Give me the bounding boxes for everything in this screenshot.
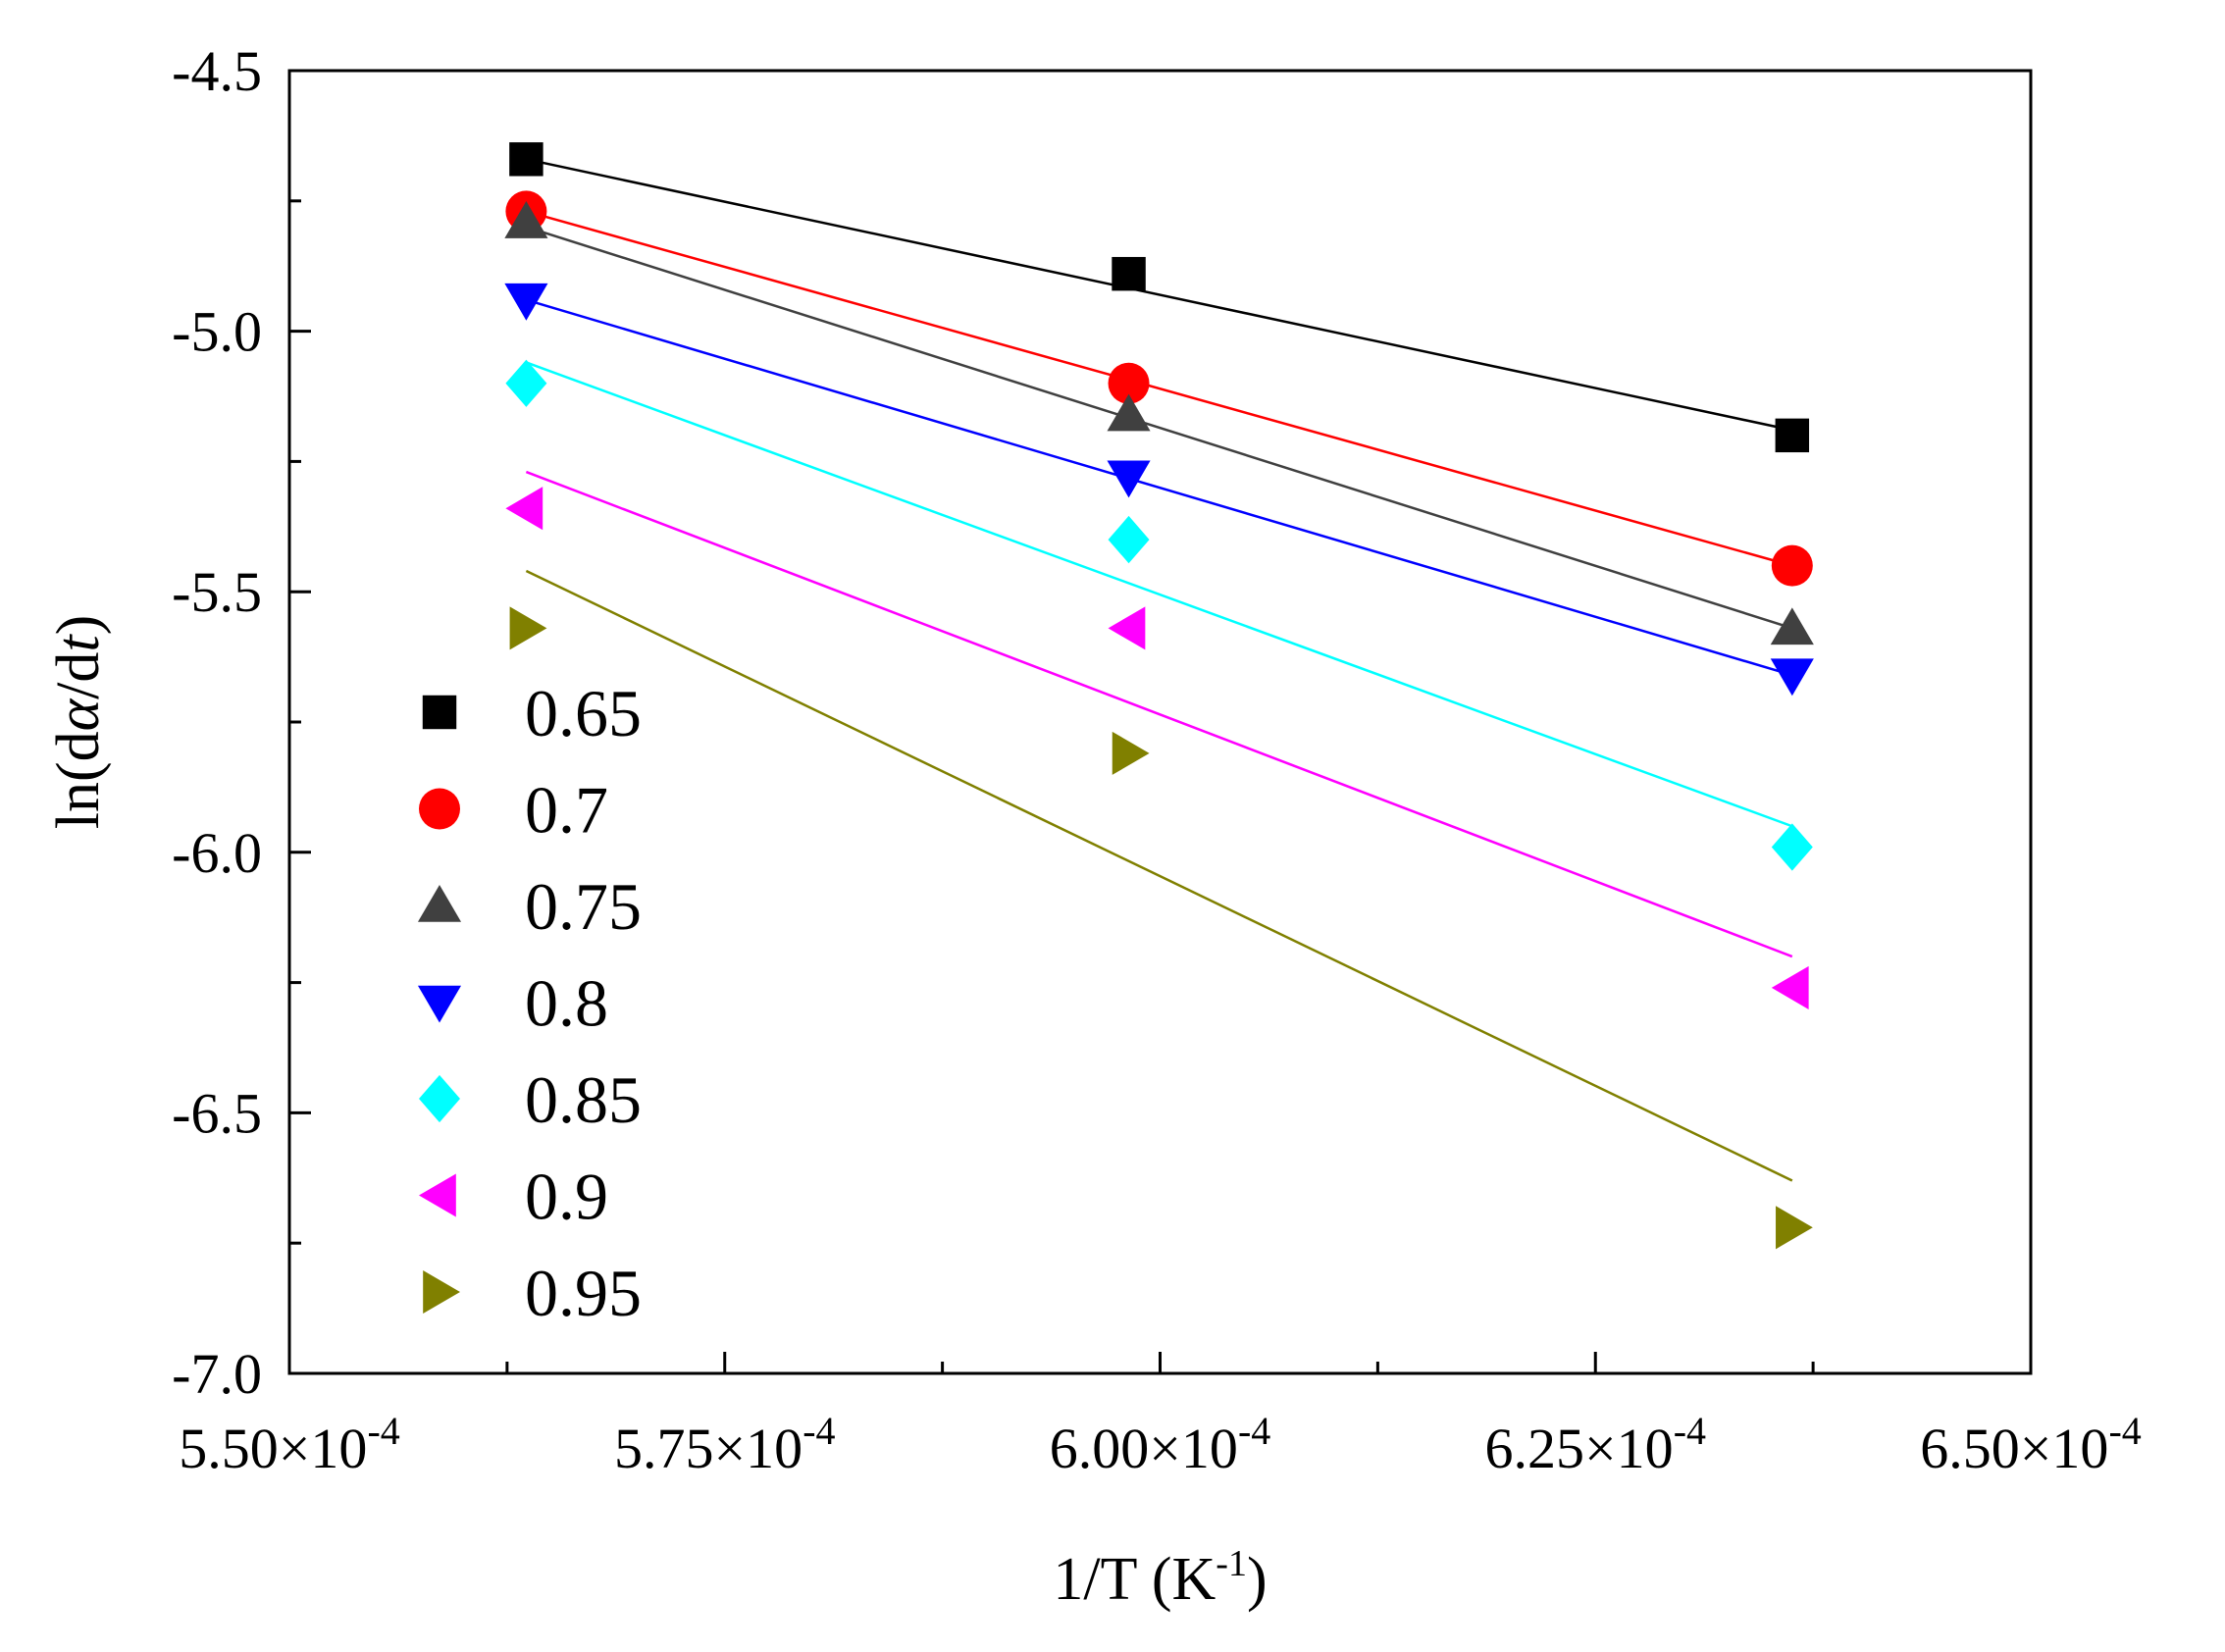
data-point-0.8 — [504, 283, 548, 321]
y-tick-label: -6.5 — [172, 1081, 262, 1145]
legend: 0.65 0.7 0.75 0.8 0.85 0.9 0.95 — [417, 676, 642, 1330]
fit-line-0.85 — [525, 361, 1793, 828]
y-tick-label: -7.0 — [172, 1342, 262, 1406]
legend-label: 0.75 — [525, 869, 642, 944]
data-point-0.9 — [1108, 606, 1146, 650]
data-point-0.75 — [504, 201, 548, 238]
legend-marker-0.75 — [417, 885, 462, 922]
y-tick-label: -6.0 — [172, 821, 262, 885]
data-point-0.85 — [505, 359, 547, 407]
fit-line-0.95 — [525, 569, 1793, 1182]
x-tick-label: 5.75×10-4 — [614, 1409, 836, 1480]
data-point-0.85 — [1771, 823, 1813, 871]
x-axis-title: 1/T (K-1) — [1053, 1543, 1267, 1613]
x-tick-label: 6.50×10-4 — [1920, 1409, 2142, 1480]
legend-label: 0.7 — [525, 773, 608, 848]
legend-marker-0.8 — [417, 985, 462, 1023]
legend-label: 0.8 — [525, 966, 608, 1041]
legend-marker-0.9 — [419, 1173, 456, 1217]
legend-marker-0.65 — [422, 695, 457, 730]
data-point-0.65 — [1112, 256, 1146, 291]
plot-frame — [287, 69, 2033, 1375]
data-point-0.75 — [1107, 393, 1151, 432]
x-tick-label: 6.25×10-4 — [1484, 1409, 1706, 1480]
fit-line-0.7 — [526, 210, 1793, 567]
fit-line-0.9 — [525, 470, 1793, 958]
y-tick-labels: -4.5 -5.0 -5.5 -6.0 -6.5 -7.0 — [172, 39, 262, 1406]
y-tick-label: -5.5 — [172, 560, 262, 624]
data-point-0.7 — [1108, 362, 1150, 404]
data-point-0.9 — [505, 487, 543, 531]
legend-marker-0.85 — [419, 1074, 460, 1123]
legend-marker-0.95 — [423, 1269, 460, 1315]
data-markers — [504, 142, 1814, 1250]
axis-ticks — [287, 69, 2033, 1375]
legend-label: 0.85 — [525, 1062, 642, 1137]
legend-label: 0.9 — [525, 1160, 608, 1234]
data-point-0.75 — [1770, 607, 1814, 645]
x-tick-labels: 5.50×10-4 5.75×10-4 6.00×10-4 6.25×10-4 6.50… — [179, 1409, 2142, 1480]
y-axis-title: ln(dα/dt) — [45, 615, 112, 830]
data-point-0.65 — [509, 142, 543, 177]
legend-label: 0.65 — [525, 676, 642, 750]
legend-marker-0.7 — [419, 788, 460, 830]
data-point-0.8 — [1107, 460, 1151, 498]
data-point-0.7 — [1771, 544, 1813, 587]
data-point-0.95 — [1776, 1206, 1813, 1250]
fit-line-0.8 — [526, 298, 1793, 677]
y-tick-label: -5.0 — [172, 300, 262, 364]
x-tick-label: 5.50×10-4 — [179, 1409, 400, 1480]
fit-lines — [525, 158, 1793, 1182]
legend-label: 0.95 — [525, 1256, 642, 1330]
data-point-0.65 — [1775, 418, 1810, 453]
data-point-0.8 — [1770, 658, 1814, 697]
data-point-0.95 — [1112, 731, 1150, 775]
y-tick-label: -4.5 — [172, 39, 262, 103]
data-point-0.9 — [1771, 965, 1809, 1009]
data-point-0.85 — [1108, 515, 1150, 564]
data-point-0.95 — [509, 606, 547, 650]
fit-line-0.65 — [526, 158, 1793, 432]
fit-line-0.75 — [526, 226, 1793, 630]
x-tick-label: 6.00×10-4 — [1050, 1409, 1271, 1480]
